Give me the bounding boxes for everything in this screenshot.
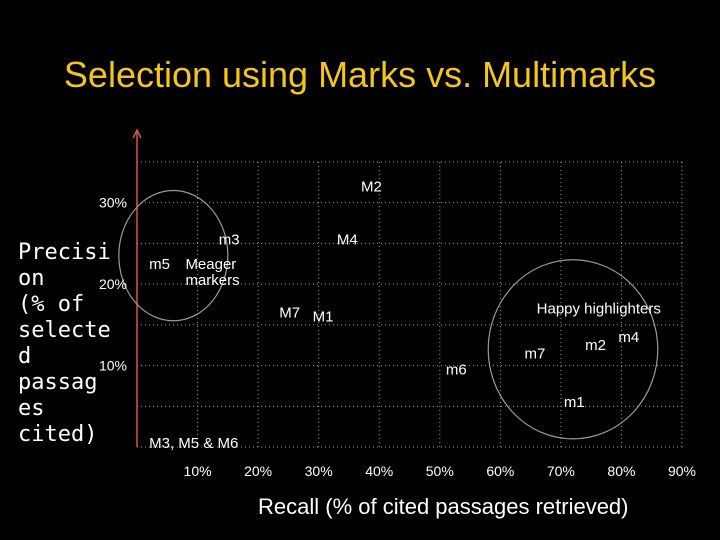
x-axis-label: Recall (% of cited passages retrieved) <box>258 494 629 519</box>
data-point-label: M7 <box>279 305 300 322</box>
data-point-label: m7 <box>525 345 546 362</box>
group-layer <box>118 189 659 440</box>
tick-layer: 10% 20% 30% 40% 50% 60% 70% 80% 90% 10% 20% 30% <box>99 195 696 479</box>
x-tick-label: 90% <box>668 463 696 479</box>
y-tick-label: 30% <box>99 195 127 211</box>
data-point-label: m2 <box>585 337 606 354</box>
data-point-label: M1 <box>313 309 334 326</box>
data-point-label: m5 <box>149 256 170 273</box>
slide-title: Selection using Marks vs. Multimarks <box>63 54 657 95</box>
y-axis-label: Precisi on (% of selecte d passag es cit… <box>18 240 111 447</box>
x-tick-label: 60% <box>486 463 514 479</box>
y-tick-label: 10% <box>99 358 127 374</box>
x-tick-label: 40% <box>365 463 393 479</box>
data-point-label: m6 <box>446 362 467 379</box>
y-axis-arrow <box>132 128 142 139</box>
x-tick-label: 80% <box>607 463 635 479</box>
grid-layer <box>137 161 683 447</box>
data-point-label: M4 <box>337 231 358 248</box>
x-tick-label: 50% <box>426 463 454 479</box>
x-tick-label: 20% <box>244 463 272 479</box>
y-tick-label: 20% <box>99 276 127 292</box>
data-point-label: m3 <box>219 231 240 248</box>
point-layer: M2 M4 m3 m5 M7 M1 m7 m2 m4 m6 m1 M3, M5 & M6 <box>149 178 639 452</box>
group-ellipse <box>118 189 229 322</box>
data-point-label: m1 <box>564 394 585 411</box>
chart-annotation: Meager <box>185 256 236 273</box>
chart-annotation: markers <box>185 272 239 289</box>
chart-annotation: Happy highlighters <box>537 301 661 318</box>
x-tick-label: 30% <box>305 463 333 479</box>
x-tick-label: 70% <box>547 463 575 479</box>
axis-layer <box>132 128 682 448</box>
data-point-label: m4 <box>618 329 639 346</box>
x-tick-label: 10% <box>184 463 212 479</box>
group-ellipse <box>487 259 659 440</box>
data-point-label: M2 <box>361 178 382 195</box>
data-point-label: M3, M5 & M6 <box>149 435 238 452</box>
